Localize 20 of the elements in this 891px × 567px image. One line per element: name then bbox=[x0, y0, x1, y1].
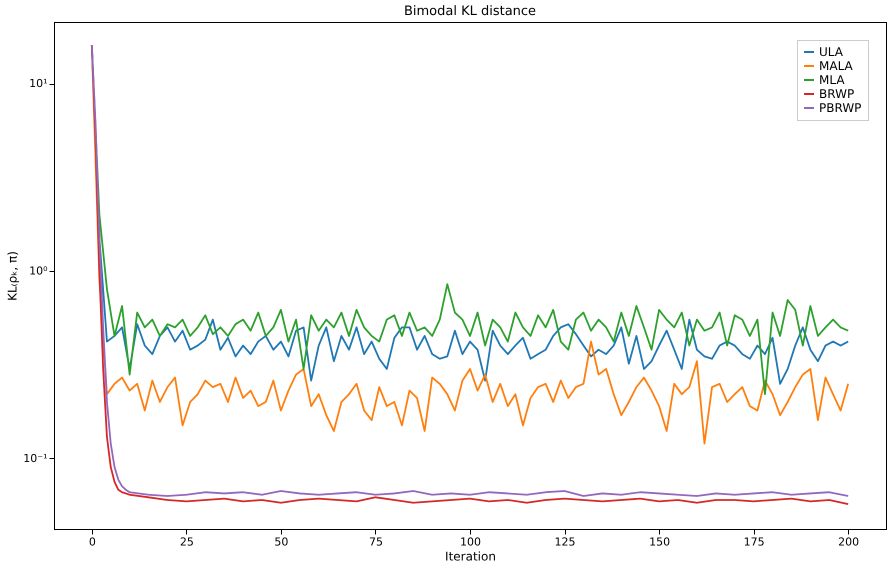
legend-label: MALA bbox=[819, 59, 854, 73]
x-tick-label: 150 bbox=[649, 536, 670, 548]
y-axis-title: KL₍ρₖ, π) bbox=[5, 251, 20, 301]
y-tick-label: 10¹ bbox=[29, 77, 48, 90]
legend-label: PBRWP bbox=[819, 101, 862, 115]
legend-label: ULA bbox=[819, 45, 844, 59]
x-tick-label: 25 bbox=[180, 536, 194, 548]
x-tick-label: 75 bbox=[368, 536, 383, 548]
y-tick-label: 10⁰ bbox=[29, 264, 48, 278]
chart-title: Bimodal KL distance bbox=[404, 4, 536, 19]
x-axis-title: Iteration bbox=[445, 550, 496, 564]
x-tick-label: 175 bbox=[744, 536, 765, 548]
y-tick-label: 10⁻¹ bbox=[23, 452, 48, 465]
x-tick-label: 50 bbox=[274, 536, 288, 548]
x-tick-label: 0 bbox=[88, 536, 96, 548]
x-tick-label: 125 bbox=[554, 536, 576, 548]
legend-label: BRWP bbox=[819, 87, 854, 101]
legend-label: MLA bbox=[819, 73, 846, 87]
x-tick-label: 200 bbox=[838, 536, 860, 548]
x-tick-label: 100 bbox=[460, 536, 481, 548]
